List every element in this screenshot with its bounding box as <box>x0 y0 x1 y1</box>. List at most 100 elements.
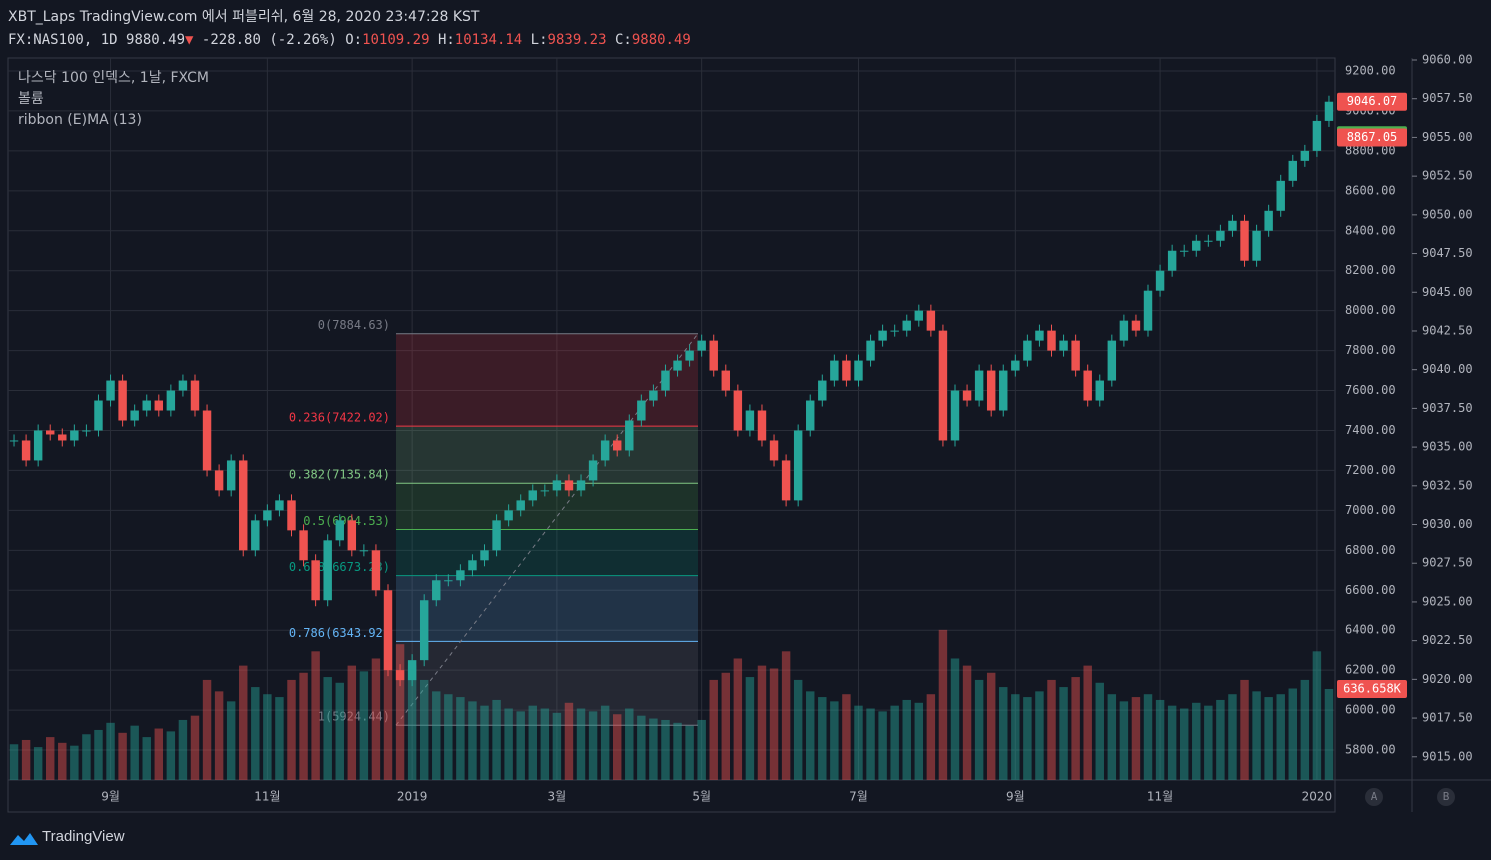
volume-bar <box>540 708 550 780</box>
y-tick-label: 8600.00 <box>1345 183 1396 197</box>
h-label: H: <box>438 32 455 48</box>
axis-button[interactable] <box>1437 788 1455 806</box>
symbol: FX:NAS100, 1D <box>8 32 118 48</box>
candle <box>1300 150 1310 161</box>
candle <box>70 430 79 441</box>
candle <box>154 400 164 411</box>
volume-bar <box>323 677 332 780</box>
volume-bar <box>251 687 260 780</box>
candle <box>661 370 670 391</box>
volume-bar <box>444 694 453 780</box>
candle <box>1179 250 1189 252</box>
x-tick-label: 5월 <box>692 790 711 804</box>
candle <box>480 550 489 561</box>
volume-bar <box>1204 705 1213 780</box>
price-label: 9046.07 <box>1347 94 1398 108</box>
volume-bar <box>1095 682 1104 780</box>
volume-bar <box>625 708 634 780</box>
candle <box>625 420 634 451</box>
volume-bar <box>106 722 115 780</box>
candle <box>94 400 103 431</box>
candle <box>492 520 501 551</box>
volume-bar <box>1179 708 1189 780</box>
candle <box>709 340 718 371</box>
y-tick-label: 7800.00 <box>1345 343 1396 357</box>
y2-tick-label: 9050.00 <box>1422 207 1473 221</box>
fib-label: 0.382(7135.84) <box>289 468 390 482</box>
candle <box>33 430 43 461</box>
y2-tick-label: 9022.50 <box>1422 633 1473 647</box>
logo[interactable]: TradingView <box>10 828 125 845</box>
volume-bar <box>866 708 875 780</box>
candle <box>914 310 924 321</box>
candle <box>214 470 224 491</box>
y2-tick-label: 9045.00 <box>1422 285 1473 299</box>
y-tick-label: 8400.00 <box>1345 223 1396 237</box>
volume-bar <box>999 687 1008 780</box>
candle <box>926 310 936 331</box>
volume-bar <box>58 742 67 780</box>
candle <box>1240 220 1249 261</box>
volume-bar <box>226 701 236 780</box>
candle <box>444 580 453 582</box>
y2-tick-label: 9025.00 <box>1422 594 1473 608</box>
volume-bar <box>1071 677 1080 780</box>
candle <box>202 410 212 471</box>
fib-label: 0.5(6904.53) <box>303 514 390 528</box>
volume-bar <box>1119 701 1129 780</box>
volume-bar <box>962 665 972 780</box>
volume-bar <box>1264 697 1273 780</box>
candle <box>1107 340 1117 381</box>
candle <box>962 390 972 401</box>
candle <box>576 480 586 491</box>
volume-bar <box>214 691 224 780</box>
candle <box>239 460 248 551</box>
candle <box>818 380 827 401</box>
candle <box>1095 380 1104 401</box>
candle <box>46 430 55 435</box>
y2-tick-label: 9060.00 <box>1422 53 1473 67</box>
candle <box>9 440 19 442</box>
volume-bar <box>697 719 706 780</box>
candle <box>1312 120 1322 151</box>
candle <box>251 520 260 551</box>
volume-bar <box>733 658 743 780</box>
candle <box>347 520 357 551</box>
volume-bar <box>299 672 308 780</box>
legend-entry: 볼륨 <box>18 91 44 107</box>
volume-bar <box>1167 705 1177 780</box>
axis-button[interactable] <box>1365 788 1383 806</box>
volume-bar <box>890 705 899 780</box>
candle <box>226 460 236 491</box>
volume-bar <box>1035 691 1044 780</box>
volume-bar <box>528 705 537 780</box>
close: 9880.49 <box>632 32 691 48</box>
candle <box>82 430 91 432</box>
volume-bar <box>1192 702 1201 780</box>
y-tick-label: 6800.00 <box>1345 543 1396 557</box>
y-tick-label: 5800.00 <box>1345 743 1396 757</box>
candle <box>1011 360 1020 371</box>
fib-band <box>396 529 698 576</box>
volume-bar <box>1228 694 1237 780</box>
volume-bar <box>347 665 357 780</box>
y2-tick-label: 9040.00 <box>1422 362 1473 376</box>
y2-tick-label: 9052.50 <box>1422 169 1473 183</box>
y2-tick-label: 9035.00 <box>1422 440 1473 454</box>
candle <box>1167 250 1177 271</box>
x-tick-label: 2020 <box>1302 790 1333 804</box>
candle <box>600 440 610 461</box>
y-tick-label: 7600.00 <box>1345 383 1396 397</box>
volume-bar <box>130 725 139 780</box>
volume-bar <box>1276 694 1285 780</box>
candle <box>806 400 815 431</box>
volume-bar <box>781 651 791 780</box>
axis-button-label: B <box>1443 790 1450 803</box>
candle <box>407 660 417 681</box>
candle <box>974 370 984 401</box>
volume-bar <box>1300 679 1310 780</box>
volume-bar <box>661 719 670 780</box>
volume-bar <box>202 679 212 780</box>
fib-label: 1(5924.44) <box>318 710 390 724</box>
